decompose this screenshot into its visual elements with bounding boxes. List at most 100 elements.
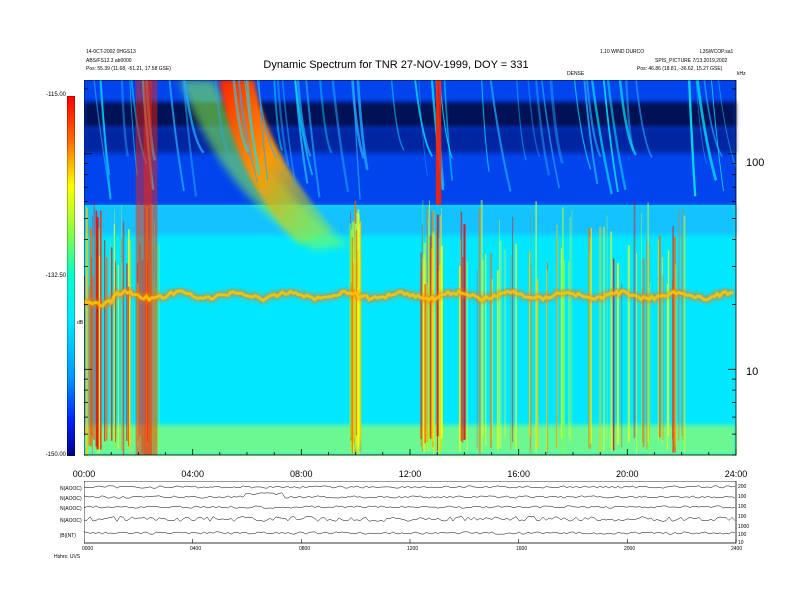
- lower-panel-trace: [84, 516, 736, 522]
- lower-right-tick-7: 10: [738, 540, 744, 546]
- fibrous-arc: [590, 80, 613, 195]
- colorbar: [67, 96, 75, 456]
- fibrous-arc: [696, 80, 718, 181]
- lower-right-tick-5: 1000: [738, 524, 750, 530]
- type-iii-burst: [219, 80, 334, 245]
- lower-x-tick-0400: 0400: [190, 546, 202, 552]
- fibrous-arc: [527, 80, 541, 157]
- fibrous-arc: [585, 80, 602, 158]
- fibrous-arc: [489, 80, 512, 192]
- fibrous-arc: [618, 80, 637, 156]
- x-tick-0400: 04:00: [181, 469, 204, 479]
- fibrous-arc: [695, 80, 707, 165]
- header-left-line1: 14-0CT-2002 0HGS13: [86, 49, 136, 55]
- burst-column: [143, 80, 158, 455]
- burst-column: [135, 80, 152, 455]
- lower-x-tick-1600: 1600: [516, 546, 528, 552]
- fibrous-arc: [606, 80, 627, 191]
- fibrous-arc: [319, 80, 333, 154]
- fibrous-arc: [703, 80, 723, 158]
- fibrous-arc: [182, 80, 198, 197]
- lower-right-tick-4: 100: [738, 514, 747, 520]
- x-tick-0800: 08:00: [290, 469, 313, 479]
- fibrous-arc: [351, 80, 365, 159]
- lower-panel-trace: [84, 531, 736, 535]
- lower-panel: [84, 481, 737, 544]
- header-center-small: DENSE: [567, 71, 585, 77]
- colorbar-bottom-label: -150.00: [45, 452, 66, 458]
- fibrous-arc: [305, 80, 321, 198]
- lower-bottom-left-label: Hshrs: UVS: [54, 554, 81, 560]
- spectrogram: [84, 80, 737, 456]
- lower-panel-label-4: N(AOOC): [60, 518, 82, 524]
- fibrous-arc: [258, 80, 269, 181]
- fibrous-arc: [535, 80, 551, 176]
- lower-right-tick-3: 100: [738, 504, 747, 510]
- fibrous-arc: [688, 80, 697, 197]
- burst-column: [437, 80, 442, 205]
- fibrous-arc: [331, 80, 350, 193]
- fibrous-arc: [443, 80, 454, 181]
- burst-column: [435, 80, 438, 205]
- fibrous-arc: [214, 80, 230, 153]
- header-right-line3: SPIS_PICTURE 7/13.2019,2002: [655, 58, 728, 64]
- fibrous-arc: [141, 80, 155, 190]
- khz-unit-label: kHz: [737, 71, 746, 77]
- fibrous-arc: [418, 80, 428, 176]
- lower-right-tick-2: 100: [738, 494, 747, 500]
- fibrous-arc: [273, 80, 284, 151]
- fibrous-arc: [281, 80, 297, 187]
- fibrous-arc: [711, 80, 724, 192]
- lower-x-tick-2400: 2400: [731, 546, 743, 552]
- fibrous-arc: [130, 80, 148, 165]
- fibrous-arc: [602, 80, 619, 193]
- chart-title: Dynamic Spectrum for TNR 27-NOV-1999, DO…: [263, 59, 529, 71]
- x-tick-0000: 00:00: [72, 469, 96, 479]
- lower-right-tick-1: 200: [738, 484, 747, 490]
- fibrous-arc: [296, 80, 312, 157]
- fibrous-arc: [390, 80, 405, 151]
- fibrous-arc: [168, 80, 185, 192]
- lower-x-tick-1200: 1200: [407, 546, 419, 552]
- lower-x-tick-2000: 2000: [624, 546, 636, 552]
- fibrous-arc: [414, 80, 433, 157]
- lower-right-tick-6: 100: [738, 532, 747, 538]
- dark-band: [84, 102, 736, 127]
- fibrous-arc: [718, 80, 737, 170]
- fibrous-arc: [276, 80, 290, 167]
- colorbar-top-label: -115.00: [46, 92, 66, 98]
- lower-panel-trace: [84, 485, 736, 489]
- lower-panel-label-3: N(AOOC): [60, 506, 82, 512]
- lower-x-tick-0800: 0800: [299, 546, 311, 552]
- fibrous-arc: [99, 80, 112, 200]
- lower-panel-label-2: N(AOOC): [60, 496, 82, 502]
- y-tick-100: 100: [746, 157, 765, 169]
- fibrous-arc: [294, 80, 314, 176]
- x-tick-2400: 24:00: [724, 469, 748, 479]
- lower-panel-trace: [84, 492, 736, 499]
- header-right-line2: L3SWCOP.sa1: [700, 49, 734, 55]
- fibrous-arc: [129, 80, 138, 176]
- fibrous-arc: [245, 80, 261, 176]
- lower-panel-label-5: |B|(NT): [60, 533, 76, 539]
- fibrous-arc: [583, 80, 599, 184]
- header-left-position: Pos: 55.39 (11.68, -51.21, 17.58 GSE): [86, 66, 171, 72]
- lower-x-tick-0000: 0000: [82, 546, 94, 552]
- fibrous-arc: [549, 80, 564, 164]
- header-left-line2: ABS/FS12.3 ab0000: [86, 58, 132, 64]
- background-band-low: [84, 205, 736, 455]
- fibrous-arc: [356, 80, 369, 170]
- fibrous-arc: [573, 80, 592, 170]
- fibrous-arc: [183, 80, 205, 154]
- plasma-line-core: [84, 288, 734, 308]
- lower-panel-trace: [84, 505, 736, 509]
- fibrous-arc: [232, 80, 250, 153]
- lower-panel-label-1: N(AOOC): [60, 486, 82, 492]
- dark-band-2: [84, 128, 736, 153]
- x-tick-1200: 12:00: [398, 469, 422, 479]
- fibrous-arc: [256, 80, 278, 159]
- colorbar-unit-label: dB: [77, 320, 84, 326]
- x-tick-2000: 20:00: [616, 469, 639, 479]
- y-tick-10: 10: [746, 366, 759, 378]
- transition-band: [84, 205, 736, 235]
